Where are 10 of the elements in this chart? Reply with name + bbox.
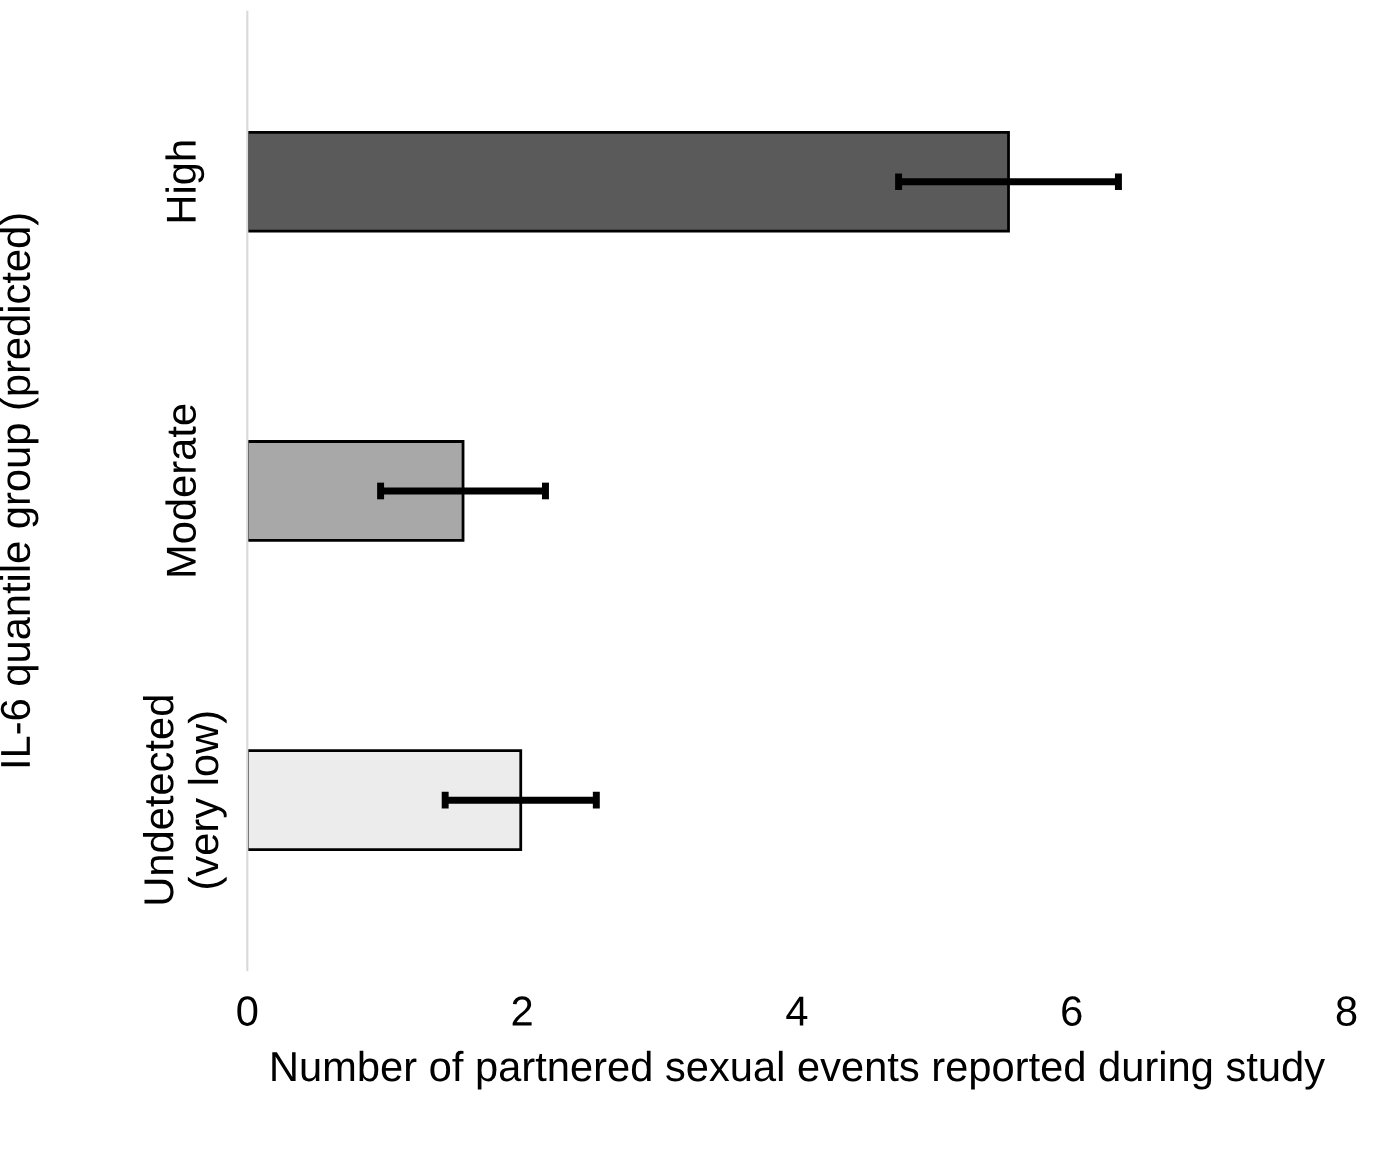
y-axis-title: IL-6 quantile group (predicted) (0, 214, 39, 767)
x-tick-label: 8 (1336, 996, 1357, 1026)
y-tick-label: High (165, 141, 205, 222)
x-tick-label: 4 (786, 996, 808, 1026)
x-tick-label: 0 (237, 996, 258, 1026)
x-axis-title: Number of partnered sexual events reported during study (272, 1050, 1325, 1090)
y-tick-label: Moderate (165, 404, 196, 576)
x-tick-label: 6 (1062, 996, 1082, 1026)
x-tick-label: 2 (512, 996, 532, 1026)
y-tick-label: Undetected (very low) (142, 696, 227, 904)
